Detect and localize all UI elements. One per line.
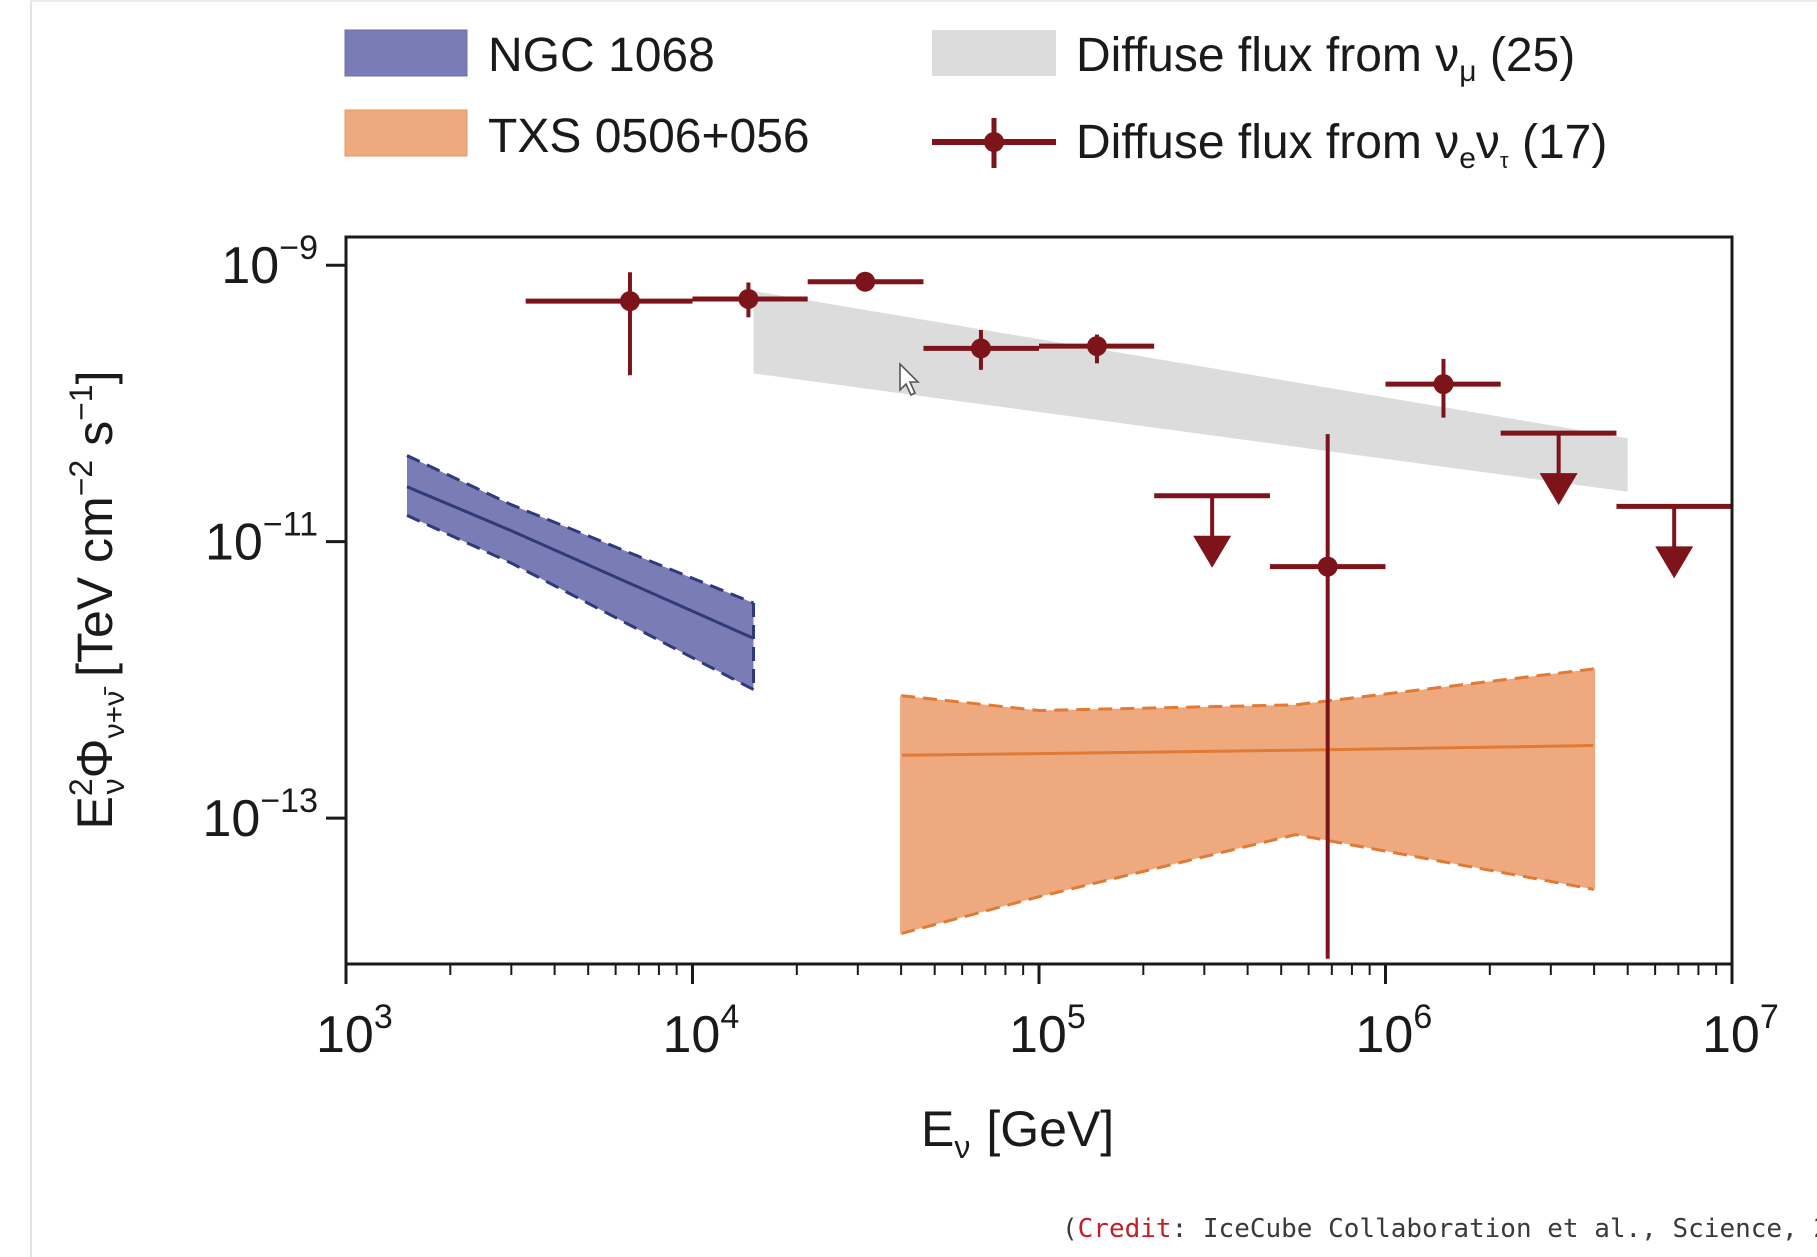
nuet-point (1154, 493, 1270, 568)
ngc1068-lower-edge (406, 514, 755, 691)
x-tick-label: 106 (1356, 998, 1433, 1064)
nuet-point (1269, 434, 1386, 959)
x-tick-label: 104 (663, 998, 740, 1064)
x-tick-label: 105 (1009, 998, 1086, 1064)
txs-central-line (901, 744, 1595, 757)
nuet-marker (1317, 556, 1338, 577)
nuet-marker (1086, 336, 1107, 357)
legend-label-ngc: NGC 1068 (488, 29, 715, 82)
nuet-marker (1433, 374, 1454, 395)
nuet-marker (855, 271, 876, 292)
y-tick-label: 10−13 (202, 782, 318, 848)
axis-ticks: 103 104 105 106 107 10−9 10−11 10−13 (202, 229, 1778, 1064)
y-axis-label: E2νΦν+ν̄[TeV cm−2 s−1] (63, 371, 131, 830)
ngc1068-band (407, 455, 754, 690)
txs-band (901, 668, 1595, 934)
nuet-marker (738, 288, 759, 309)
nuet-point (525, 272, 693, 376)
top-border (30, 0, 1817, 2)
legend-swatch-nuet (932, 118, 1056, 168)
nuet-point (807, 271, 924, 292)
nuet-point (1616, 503, 1732, 579)
txs-upper-edge (900, 667, 1595, 713)
nuet-limit-arrow (1193, 535, 1232, 568)
plot-area (406, 271, 1732, 959)
legend-swatch-txs (344, 109, 468, 157)
nuet-point (1500, 430, 1617, 506)
left-border (30, 0, 32, 1257)
nuet-marker (619, 291, 640, 312)
legend: NGC 1068 TXS 0506+056 Diffuse flux from … (344, 29, 1607, 175)
legend-label-txs: TXS 0506+056 (488, 110, 810, 163)
nuet-marker (970, 338, 991, 359)
mouse-cursor-icon (899, 362, 920, 397)
x-tick-label: 103 (316, 998, 393, 1064)
nuet-limit-arrow (1655, 546, 1694, 579)
nuet-point (692, 282, 808, 318)
credit-text: (Credit: IceCube Collaboration et al., S… (1062, 1214, 1817, 1244)
x-tick-label: 107 (1702, 998, 1779, 1064)
ngc1068-upper-edge (406, 454, 755, 605)
y-tick-label: 10−11 (205, 506, 318, 572)
ngc1068-central-line (406, 485, 755, 640)
legend-swatch-ngc (344, 29, 468, 77)
txs-lower-edge (900, 833, 1595, 936)
nuet-limit-arrow (1539, 473, 1578, 506)
legend-label-numu: Diffuse flux from νμ (25) (1076, 29, 1575, 88)
nuet-point (1039, 334, 1155, 364)
nuet-point (923, 329, 1039, 370)
legend-label-nuet: Diffuse flux from νeντ (17) (1076, 116, 1607, 175)
nuet-point (1385, 358, 1501, 418)
numu-diffuse-band (753, 291, 1628, 492)
x-axis-label: Eν [GeV] (921, 1101, 1114, 1165)
legend-swatch-numu (932, 30, 1056, 76)
y-tick-label: 10−9 (221, 229, 318, 295)
